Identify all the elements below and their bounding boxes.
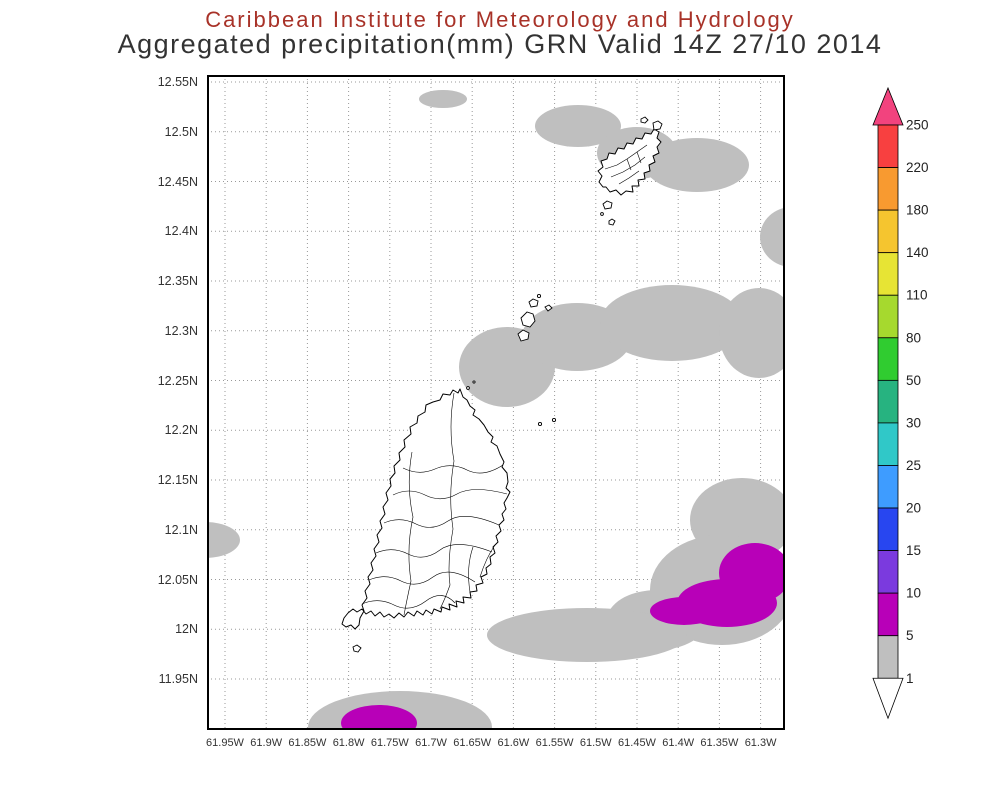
lat-tick-label: 12N [175, 622, 198, 637]
lon-tick-label: 61.4W [662, 737, 695, 749]
lat-tick-label: 12.05N [157, 572, 198, 587]
colorbar: 250 220 180 140 110 80 50 30 25 20 15 10 5 1 [872, 86, 929, 720]
grenada-watershed-boundaries [361, 392, 508, 616]
colorbar-tick-label: 220 [906, 160, 929, 175]
colorbar-tick-label: 10 [906, 586, 921, 601]
colorbar-tick-label: 1 [906, 671, 914, 686]
colorbar-tick-label: 5 [906, 628, 914, 643]
carriacou-island [597, 128, 662, 196]
lon-tick-label: 61.7W [415, 737, 447, 749]
lon-tick-label: 61.45W [618, 737, 656, 749]
colorbar-segment [877, 379, 899, 424]
lat-tick-label: 12.1N [164, 522, 198, 537]
colorbar-tick-label: 80 [906, 330, 921, 345]
lon-tick-label: 61.3W [744, 737, 777, 749]
lat-tick-label: 12.2N [164, 423, 198, 438]
lat-tick-label: 12.25N [157, 373, 198, 388]
lon-tick-label: 61.95W [206, 737, 244, 749]
lat-tick-label: 12.45N [157, 174, 198, 189]
lon-tick-label: 61.75W [370, 737, 409, 749]
map-title: Aggregated precipitation(mm) GRN Valid 1… [117, 29, 883, 59]
colorbar-segment [877, 635, 899, 679]
colorbar-tick-label: 15 [906, 543, 921, 558]
colorbar-tick-label: 50 [906, 373, 921, 388]
lon-tick-label: 61.85W [288, 737, 327, 749]
colorbar-top-arrow [872, 86, 904, 126]
lat-tick-label: 11.95N [158, 672, 198, 686]
plot-border [207, 75, 785, 730]
colorbar-tick-label: 250 [906, 118, 929, 133]
colorbar-segment [877, 422, 899, 466]
grenadine-islets [352, 116, 663, 653]
map-canvas [207, 75, 785, 730]
colorbar-segment [877, 337, 899, 381]
colorbar-segment [877, 465, 899, 509]
colorbar-tick-label: 110 [906, 288, 928, 303]
lon-tick-label: 61.8W [332, 737, 365, 749]
institute-title: Caribbean Institute for Meteorology and … [205, 7, 795, 32]
colorbar-segment [877, 124, 899, 168]
lon-tick-label: 61.5W [579, 737, 612, 749]
lat-tick-label: 12.55N [157, 75, 198, 89]
map-plot-area [207, 75, 785, 730]
lat-tick-label: 12.4N [164, 224, 198, 239]
lon-tick-label: 61.55W [535, 737, 574, 749]
colorbar-segment [877, 550, 899, 594]
carriacou-parish-boundaries [604, 144, 648, 185]
lat-tick-label: 12.15N [157, 473, 198, 487]
colorbar-tick-label: 180 [906, 203, 929, 218]
lon-tick-label: 61.65W [453, 737, 492, 749]
colorbar-segment [877, 592, 899, 637]
colorbar-segment [877, 507, 899, 552]
colorbar-segment [877, 252, 899, 296]
colorbar-tick-label: 140 [906, 245, 929, 260]
colorbar-segment [877, 167, 899, 211]
colorbar-segment [877, 209, 899, 254]
colorbar-tick-label: 30 [906, 415, 921, 430]
colorbar-bottom-arrow [872, 677, 904, 720]
lon-tick-label: 61.9W [250, 737, 283, 749]
lon-tick-label: 61.6W [497, 737, 530, 749]
lat-tick-label: 12.3N [164, 323, 198, 338]
grenada-island [341, 388, 511, 630]
precip-shading-1-5mm [207, 90, 785, 730]
colorbar-segment [877, 294, 899, 339]
precip-shading-5-10mm [341, 543, 785, 730]
islands-layer [341, 116, 663, 653]
colorbar-tick-label: 20 [906, 501, 921, 516]
colorbar-tick-label: 25 [906, 458, 921, 473]
lat-tick-label: 12.35N [157, 274, 198, 288]
lon-tick-label: 61.35W [700, 737, 739, 749]
lat-tick-label: 12.5N [164, 124, 198, 139]
